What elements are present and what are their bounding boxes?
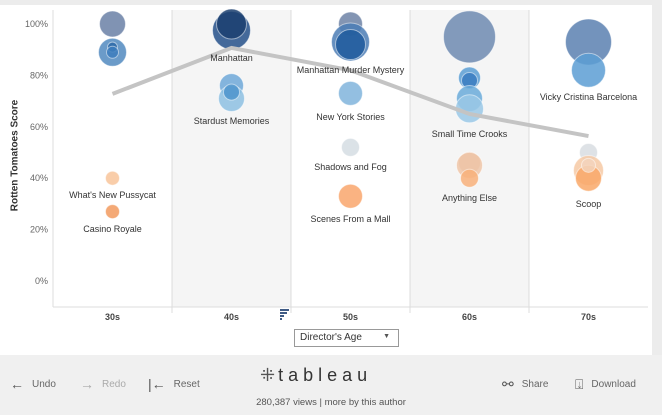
bubble	[338, 183, 363, 209]
y-tick-label: 40%	[30, 173, 48, 183]
redo-label: Redo	[102, 378, 126, 390]
share-label: Share	[521, 379, 549, 390]
reset-button[interactable]: |← Reset	[148, 376, 200, 392]
bubble	[443, 10, 496, 64]
arrow-left-icon: ←	[10, 376, 24, 392]
share-button[interactable]: ⚯ Share	[502, 376, 548, 393]
tableau-logo[interactable]: ⁜ tableau	[260, 365, 372, 386]
y-tick-label: 80%	[30, 70, 48, 80]
x-tick-label: 60s	[462, 312, 477, 322]
undo-button[interactable]: ← Undo	[10, 376, 56, 392]
filter-icon[interactable]	[280, 309, 289, 320]
point-label: Vicky Cristina Barcelona	[540, 92, 637, 102]
y-tick-label: 60%	[30, 122, 48, 132]
bubble	[105, 170, 120, 186]
point-label: Shadows and Fog	[314, 162, 387, 172]
point-label: Scoop	[576, 199, 602, 209]
download-label: Download	[591, 379, 636, 390]
point-label: Stardust Memories	[194, 116, 270, 126]
point-label: Scenes From a Mall	[310, 214, 390, 224]
brand-wordmark: tableau	[278, 365, 373, 385]
bubble	[105, 204, 120, 220]
reset-icon: |←	[148, 376, 166, 392]
arrow-right-icon: →	[80, 376, 94, 392]
point-label: Manhattan Murder Mystery	[297, 65, 405, 75]
point-label: Casino Royale	[83, 224, 142, 234]
bubble	[460, 168, 479, 188]
dropdown-value: Director's Age	[300, 332, 362, 343]
tableau-mark-icon: ⁜	[260, 365, 275, 385]
directors-age-dropdown[interactable]: Director's Age ▼	[294, 329, 399, 347]
bubble	[338, 80, 363, 106]
bubble	[223, 83, 240, 101]
x-tick-label: 70s	[581, 312, 596, 322]
point-label: What's New Pussycat	[69, 190, 156, 200]
point-label: Small Time Crooks	[432, 129, 508, 139]
reset-label: Reset	[173, 378, 200, 390]
trend-line	[111, 45, 589, 139]
column-band	[172, 10, 291, 307]
download-icon: ⍗	[575, 376, 584, 392]
x-tick-label: 50s	[343, 312, 358, 322]
point-label: New York Stories	[316, 112, 385, 122]
y-tick-label: 100%	[25, 19, 48, 29]
bubble	[99, 10, 126, 38]
x-tick-label: 30s	[105, 312, 120, 322]
view-count[interactable]: 280,387 views | more by this author	[256, 397, 406, 408]
y-tick-label: 0%	[35, 276, 48, 286]
y-axis-title: Rotten Tomatoes Score	[9, 99, 21, 212]
x-tick-label: 40s	[224, 312, 239, 322]
bubble	[581, 157, 596, 173]
bubble	[106, 45, 119, 59]
toolbar: ← Undo → Redo |← Reset ⁜ tableau 280,387 vie…	[0, 355, 662, 415]
redo-button[interactable]: → Redo	[80, 376, 126, 392]
bubble	[216, 8, 247, 40]
bubble	[335, 29, 366, 61]
point-label: Anything Else	[442, 193, 497, 203]
top-border	[0, 0, 662, 5]
point-label: Manhattan	[210, 53, 253, 63]
chevron-down-icon: ▼	[383, 333, 390, 340]
bubble-chart: 30s 40s 50s 60s 70s 0% 20% 40% 60% 80% 100% What's …	[25, 8, 648, 322]
undo-label: Undo	[32, 378, 56, 390]
bubble	[341, 137, 360, 157]
y-tick-label: 20%	[30, 225, 48, 235]
download-button[interactable]: ⍗ Download	[575, 376, 636, 393]
bubble	[571, 52, 606, 88]
right-border	[652, 0, 662, 355]
share-icon: ⚯	[502, 376, 514, 392]
